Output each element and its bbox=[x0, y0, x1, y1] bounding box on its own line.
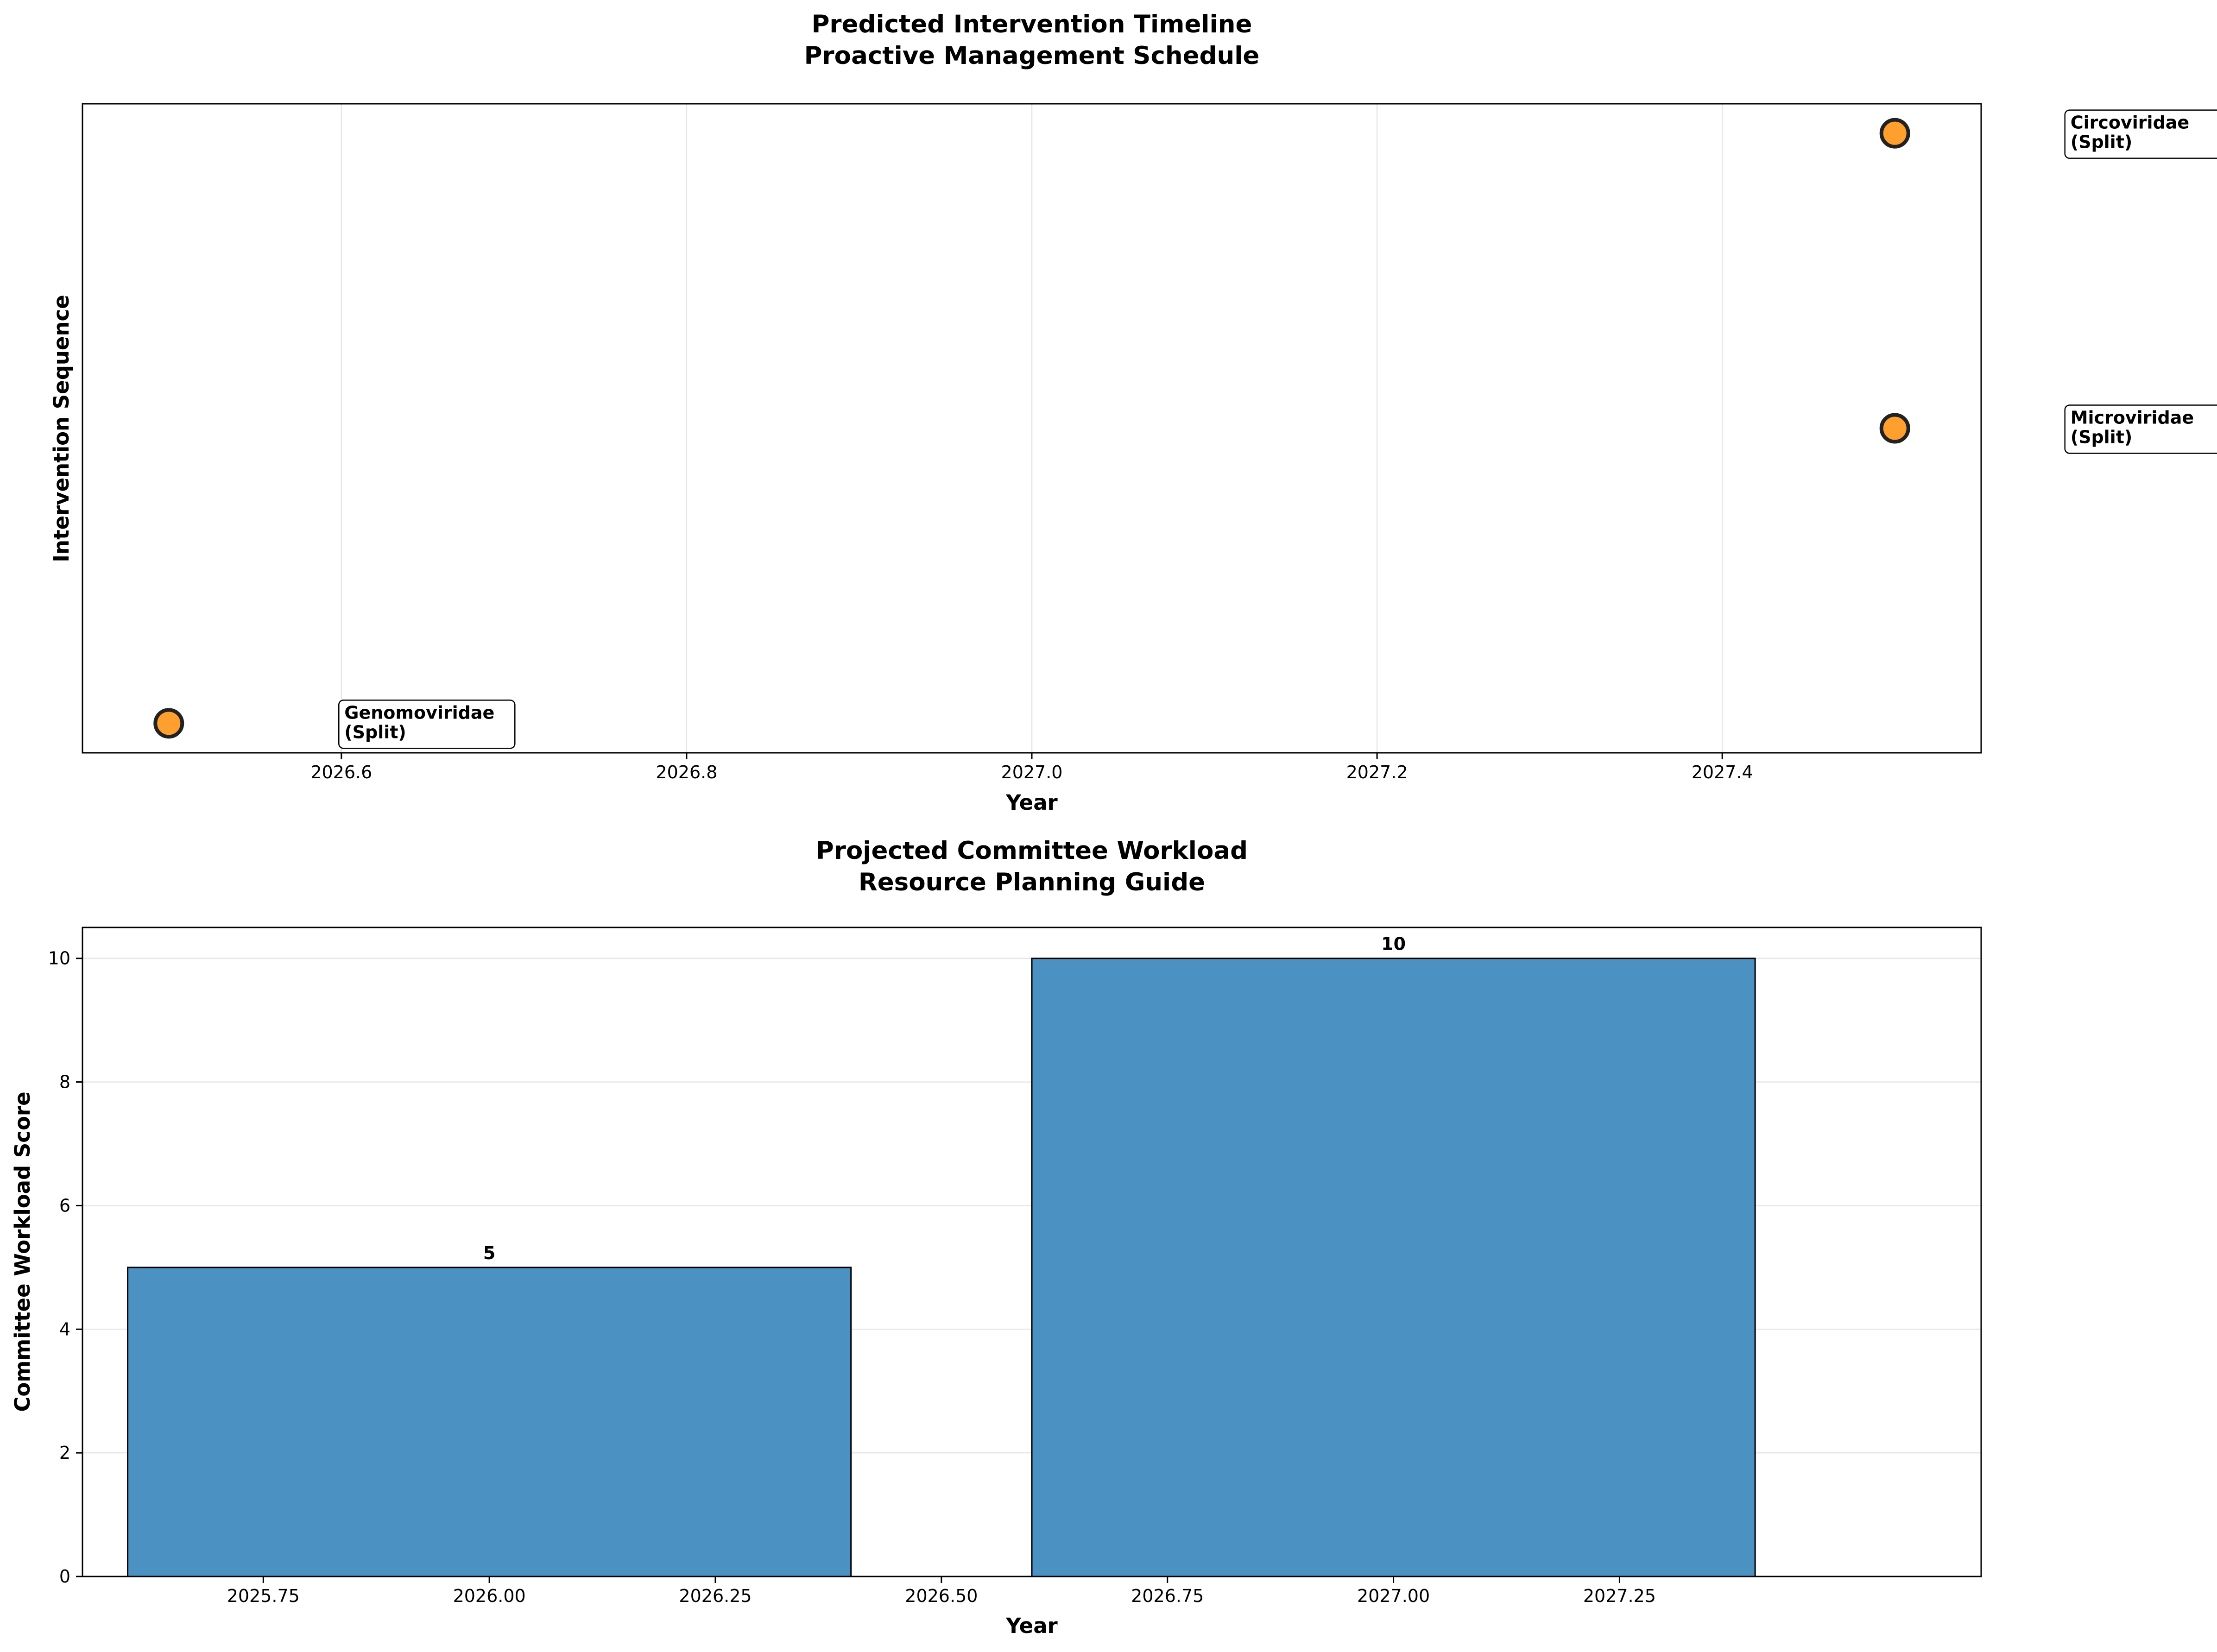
timeline-title-line2: Proactive Management Schedule bbox=[804, 42, 1260, 70]
workload-panel: Projected Committee Workload Resource Pl… bbox=[10, 837, 1982, 1638]
timeline-x-tick-label: 2026.6 bbox=[310, 762, 372, 782]
timeline-annotations: Genomoviridae(Split)Microviridae(Split)C… bbox=[338, 109, 2217, 749]
timeline-title-line1: Predicted Intervention Timeline bbox=[812, 10, 1252, 38]
workload-bar-label: 10 bbox=[1381, 934, 1406, 954]
timeline-panel: Predicted Intervention Timeline Proactiv… bbox=[49, 10, 2217, 815]
workload-x-tick-label: 2025.75 bbox=[227, 1586, 300, 1606]
workload-title-line2: Resource Planning Guide bbox=[859, 868, 1205, 896]
timeline-annotation-text: (Split) bbox=[2071, 427, 2133, 448]
timeline-annotation-text: Circoviridae bbox=[2071, 113, 2189, 133]
workload-y-tick-label: 0 bbox=[59, 1566, 70, 1587]
timeline-point bbox=[1879, 413, 1910, 444]
workload-plot-frame bbox=[82, 927, 1982, 1577]
timeline-point bbox=[153, 708, 184, 739]
timeline-x-tick-label: 2027.2 bbox=[1346, 762, 1408, 782]
timeline-x-ticks: 2026.6 2026.8 2027.0 2027.2 2027.4 bbox=[310, 753, 1753, 782]
workload-y-tick-label: 10 bbox=[48, 948, 70, 969]
workload-y-tick-label: 2 bbox=[59, 1443, 70, 1463]
workload-x-tick-label: 2027.00 bbox=[1357, 1586, 1430, 1606]
workload-x-tick-label: 2026.25 bbox=[679, 1586, 752, 1606]
timeline-x-tick-label: 2027.0 bbox=[1001, 762, 1063, 782]
timeline-point bbox=[1879, 118, 1910, 149]
timeline-annotation-text: (Split) bbox=[2071, 132, 2133, 152]
workload-x-tick-label: 2026.75 bbox=[1131, 1586, 1204, 1606]
workload-x-tick-label: 2026.50 bbox=[905, 1586, 978, 1606]
workload-y-axis-label: Committee Workload Score bbox=[10, 1091, 35, 1412]
timeline-x-axis-label: Year bbox=[1005, 790, 1058, 815]
timeline-x-tick-label: 2026.8 bbox=[656, 762, 717, 782]
workload-bars bbox=[127, 958, 1756, 1577]
timeline-annotation-box bbox=[2064, 109, 2217, 159]
workload-title-line1: Projected Committee Workload bbox=[816, 837, 1248, 865]
timeline-annotation-box bbox=[2064, 404, 2217, 454]
workload-y-tick-label: 4 bbox=[59, 1319, 70, 1339]
timeline-points bbox=[153, 118, 1910, 739]
workload-x-axis-label: Year bbox=[1005, 1614, 1058, 1638]
workload-bar bbox=[127, 1267, 852, 1577]
timeline-annotation-text: Genomoviridae bbox=[344, 702, 494, 723]
workload-y-ticks: 0 2 4 6 8 10 bbox=[48, 948, 82, 1587]
workload-bar-label: 5 bbox=[483, 1243, 495, 1263]
workload-x-ticks: 2025.75 2026.00 2026.25 2026.50 2026.75 2027.… bbox=[227, 1576, 1656, 1606]
timeline-annotation-text: (Split) bbox=[344, 722, 406, 742]
workload-y-tick-label: 8 bbox=[59, 1072, 70, 1092]
workload-x-tick-label: 2027.25 bbox=[1583, 1586, 1656, 1606]
timeline-y-axis-label: Intervention Sequence bbox=[49, 295, 74, 562]
timeline-gridlines bbox=[341, 104, 1723, 753]
timeline-x-tick-label: 2027.4 bbox=[1692, 762, 1753, 782]
workload-bar bbox=[1031, 958, 1756, 1577]
workload-bar-labels: 5 10 bbox=[483, 934, 1406, 1263]
timeline-annotation-text: Microviridae bbox=[2071, 408, 2194, 428]
workload-y-tick-label: 6 bbox=[59, 1195, 70, 1216]
workload-x-tick-label: 2026.00 bbox=[453, 1586, 526, 1606]
timeline-annotation-box bbox=[338, 700, 516, 749]
